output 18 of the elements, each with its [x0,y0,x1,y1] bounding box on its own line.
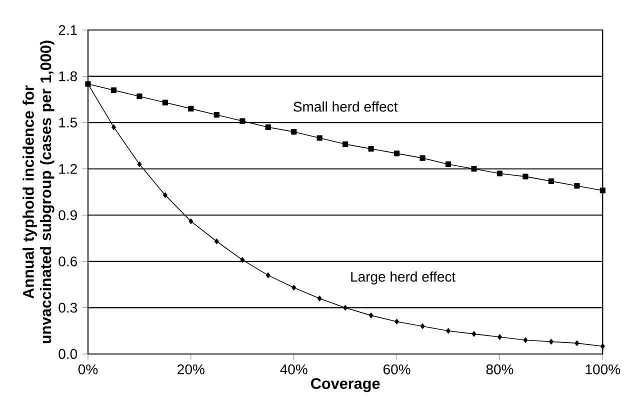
x-tick-label: 100% [586,364,620,374]
y-tick-label: 0.0 [58,349,78,359]
y-tick-label: 0.3 [58,302,77,313]
x-axis-title: Coverage [311,378,380,392]
x-tick-label: 40% [280,364,308,374]
x-tick-label: 80% [486,364,514,374]
y-tick-label: 1.8 [59,71,77,82]
y-tick-label: 1.2 [59,164,77,174]
y-tick-label: 0.9 [58,210,77,220]
y-tick-label: 2.1 [58,25,77,35]
series-label: Large herd effect [351,271,456,284]
x-tick-label: 0% [78,364,98,374]
y-axis-title: Annual typhoid incidence for unvaccinated subgroup (cases per 1,000) [22,40,54,344]
y-tick-label: 0.6 [58,256,77,266]
x-tick-label: 20% [178,364,204,374]
y-tick-label: 1.5 [59,118,78,128]
x-tick-label: 60% [384,364,410,374]
series-label: Small herd effect [294,101,398,112]
